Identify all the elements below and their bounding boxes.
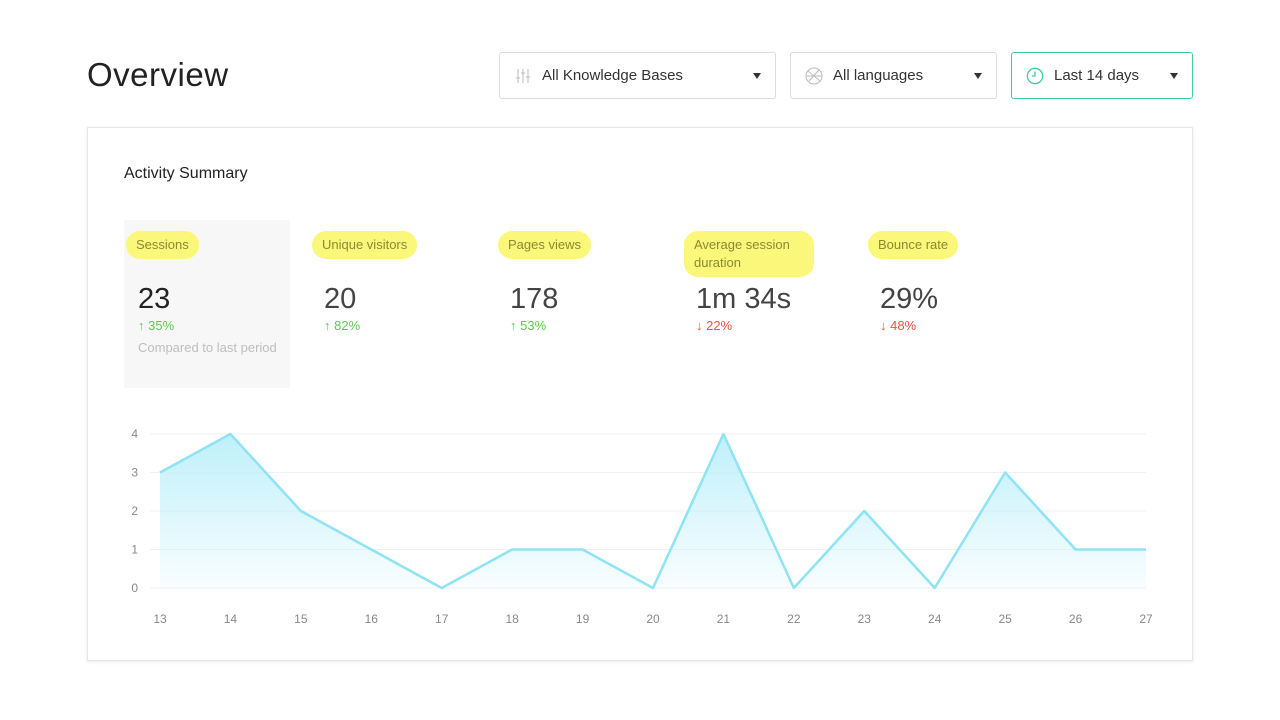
x-tick-label: 19 — [576, 612, 590, 626]
knowledge-base-dropdown[interactable]: All Knowledge Bases — [499, 52, 776, 99]
x-tick-label: 14 — [224, 612, 238, 626]
metric-label: Unique visitors — [312, 231, 418, 259]
page-title: Overview — [87, 56, 229, 93]
arrow-up-icon: ↑ — [138, 318, 145, 333]
metric-value: 29% — [880, 283, 939, 315]
chevron-down-icon — [1170, 72, 1178, 79]
card-title: Activity Summary — [124, 165, 248, 182]
y-tick-label: 3 — [131, 466, 138, 480]
metric-change: ↑ 53% — [510, 318, 547, 333]
series-line — [159, 432, 1146, 590]
x-tick-label: 15 — [294, 612, 308, 626]
sliders-icon — [514, 67, 532, 85]
arrow-up-icon: ↑ — [510, 318, 517, 333]
metric-value: 1m 34s — [696, 283, 792, 315]
activity-summary-card: Activity Summary Sessions 23 ↑ 35% Compa… — [87, 127, 1193, 661]
x-tick-label: 27 — [1139, 612, 1153, 626]
date-range-dropdown[interactable]: Last 14 days — [1011, 52, 1193, 99]
globe-icon — [805, 67, 823, 85]
metric-label: Pages views — [498, 231, 591, 259]
x-tick-label: 26 — [1069, 612, 1083, 626]
metric-pages-views[interactable]: Pages views 178 ↑ 53% — [496, 220, 662, 388]
x-tick-label: 18 — [505, 612, 519, 626]
arrow-down-icon: ↓ — [880, 318, 887, 333]
metric-value: 178 — [510, 283, 559, 315]
x-tick-label: 21 — [717, 612, 731, 626]
metric-label: Average session duration — [684, 231, 814, 277]
y-tick-label: 2 — [131, 504, 138, 518]
x-tick-label: 24 — [928, 612, 942, 626]
y-tick-label: 4 — [131, 427, 138, 441]
clock-icon — [1026, 67, 1044, 85]
x-tick-label: 16 — [365, 612, 379, 626]
metric-sessions[interactable]: Sessions 23 ↑ 35% Compared to last perio… — [124, 220, 290, 388]
metric-value: 20 — [324, 283, 357, 315]
arrow-up-icon: ↑ — [324, 318, 331, 333]
x-tick-label: 23 — [858, 612, 872, 626]
metric-label: Sessions — [126, 231, 199, 259]
metric-average-session-duration[interactable]: Average session duration 1m 34s ↓ 22% — [682, 220, 848, 388]
x-tick-label: 17 — [435, 612, 449, 626]
y-tick-label: 1 — [131, 543, 138, 557]
x-tick-label: 22 — [787, 612, 801, 626]
metric-label: Bounce rate — [868, 231, 959, 259]
metric-change: ↑ 82% — [324, 318, 361, 333]
x-tick-label: 13 — [153, 612, 167, 626]
chevron-down-icon — [974, 72, 982, 79]
metric-change: ↓ 48% — [880, 318, 917, 333]
metric-change: ↑ 35% — [138, 318, 175, 333]
compare-note: Compared to last period — [138, 340, 277, 355]
metric-unique-visitors[interactable]: Unique visitors 20 ↑ 82% — [310, 220, 476, 388]
arrow-down-icon: ↓ — [696, 318, 703, 333]
metric-change: ↓ 22% — [696, 318, 733, 333]
x-tick-label: 20 — [646, 612, 660, 626]
language-dropdown[interactable]: All languages — [790, 52, 997, 99]
y-tick-label: 0 — [131, 581, 138, 595]
chevron-down-icon — [753, 72, 761, 79]
metric-bounce-rate[interactable]: Bounce rate 29% ↓ 48% — [866, 220, 1032, 388]
x-tick-label: 25 — [998, 612, 1012, 626]
metric-value: 23 — [138, 283, 171, 315]
